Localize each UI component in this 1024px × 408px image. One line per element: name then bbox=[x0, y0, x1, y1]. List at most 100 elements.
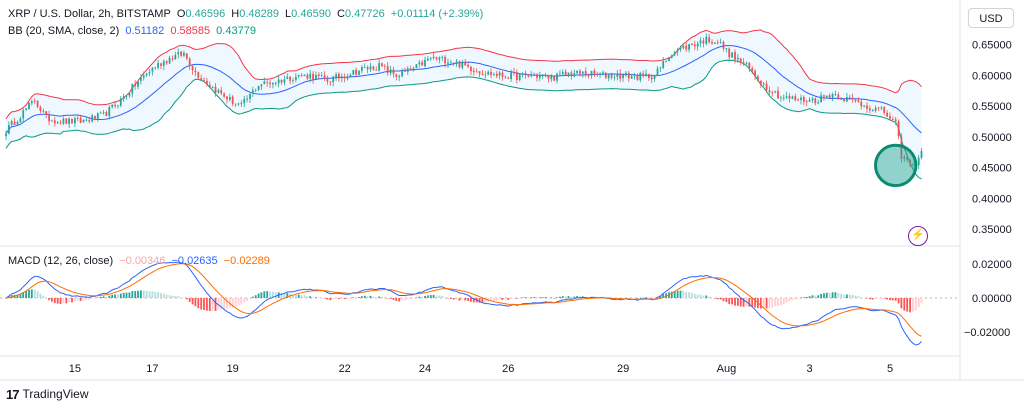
candle-body bbox=[754, 70, 756, 77]
macd-histogram-bar bbox=[728, 298, 731, 305]
candle bbox=[206, 77, 208, 87]
candle-body bbox=[536, 74, 538, 78]
bb-legend[interactable]: BB (20, SMA, close, 2) 0.51182 0.58585 0… bbox=[8, 25, 259, 37]
macd-histogram-bar bbox=[917, 298, 920, 308]
macd-histogram-bar bbox=[381, 296, 383, 298]
macd-histogram-bar bbox=[71, 298, 73, 303]
candle-body bbox=[432, 56, 435, 58]
candle bbox=[114, 100, 116, 109]
candle-body bbox=[837, 94, 840, 100]
candle-body bbox=[780, 97, 782, 99]
candle bbox=[917, 154, 920, 170]
candle-body bbox=[323, 75, 326, 79]
candle bbox=[487, 70, 490, 76]
macd-histogram-bar bbox=[300, 295, 303, 298]
macd-histogram-bar bbox=[573, 296, 576, 298]
candle-body bbox=[447, 62, 449, 64]
macd-axis[interactable]: 0.02000 0.00000 −0.02000 bbox=[964, 259, 1012, 339]
candle-body bbox=[340, 76, 343, 79]
macd-histogram-bar bbox=[903, 298, 906, 311]
candle-body bbox=[691, 43, 693, 45]
candle-body bbox=[920, 151, 923, 158]
macd-histogram-bar bbox=[200, 298, 203, 310]
candle-body bbox=[260, 84, 263, 87]
macd-histogram-bar bbox=[516, 298, 518, 299]
candle-body bbox=[168, 57, 171, 64]
candle bbox=[780, 95, 782, 102]
macd-histogram-bar bbox=[145, 290, 148, 298]
macd-histogram-bar bbox=[122, 292, 125, 298]
currency-button[interactable]: USD bbox=[968, 8, 1014, 28]
macd-histogram-bar bbox=[251, 296, 254, 298]
candle bbox=[610, 72, 613, 80]
candle-body bbox=[538, 75, 541, 78]
candle-body bbox=[481, 73, 484, 76]
bb-basis-value: 0.51182 bbox=[125, 25, 165, 37]
candle bbox=[134, 80, 137, 90]
candle bbox=[455, 59, 458, 67]
candle bbox=[533, 72, 535, 76]
candle-body bbox=[866, 105, 868, 109]
candle-body bbox=[154, 67, 157, 69]
macd-histogram-bar bbox=[229, 298, 231, 308]
candle bbox=[292, 77, 294, 84]
candle-body bbox=[108, 107, 111, 117]
macd-histogram-bar bbox=[257, 293, 260, 298]
candle-body bbox=[452, 62, 455, 64]
candle-body bbox=[165, 61, 168, 64]
macd-histogram-bar bbox=[909, 298, 911, 313]
candle bbox=[642, 70, 644, 79]
candle-body bbox=[768, 90, 771, 93]
candle bbox=[840, 97, 843, 100]
candle-body bbox=[576, 70, 578, 74]
candle-body bbox=[435, 57, 438, 60]
candle bbox=[665, 60, 667, 63]
macd-histogram-bar bbox=[636, 298, 639, 299]
candle bbox=[91, 113, 93, 123]
candle-body bbox=[251, 90, 254, 94]
candle-body bbox=[71, 118, 73, 124]
macd-histogram-bar bbox=[85, 298, 88, 300]
candle-body bbox=[455, 61, 458, 64]
candle-body bbox=[254, 90, 257, 92]
macd-histogram-bar bbox=[369, 295, 372, 298]
candle-body bbox=[231, 96, 234, 104]
candle bbox=[725, 47, 728, 53]
macd-histogram-bar bbox=[846, 294, 848, 298]
macd-histogram-bar bbox=[185, 298, 188, 300]
candle-body bbox=[507, 77, 510, 79]
lightning-icon[interactable]: ⚡ bbox=[908, 226, 928, 246]
candle bbox=[398, 74, 401, 82]
candle-body bbox=[283, 79, 286, 83]
candle bbox=[584, 67, 587, 78]
macd-histogram-bar bbox=[472, 298, 475, 303]
candle-body bbox=[148, 72, 151, 74]
macd-histogram-bar bbox=[28, 290, 30, 298]
candle-body bbox=[111, 104, 114, 107]
candle-body bbox=[645, 73, 647, 75]
time-axis[interactable]: 15 17 19 22 24 26 29 Aug 3 5 bbox=[69, 363, 893, 375]
candle-body bbox=[673, 52, 676, 55]
candle-body bbox=[409, 68, 412, 70]
candle bbox=[547, 74, 550, 83]
candle-body bbox=[564, 71, 567, 75]
candle bbox=[108, 105, 111, 120]
candle bbox=[475, 68, 478, 73]
macd-legend[interactable]: MACD (12, 26, close) −0.00346 −0.02635 −… bbox=[8, 255, 273, 267]
candle-body bbox=[162, 61, 165, 66]
candle bbox=[303, 74, 306, 77]
macd-histogram-bar bbox=[831, 292, 834, 298]
macd-histogram-bar bbox=[725, 298, 728, 302]
macd-histogram-bar bbox=[220, 298, 223, 310]
price-axis[interactable]: 0.700000.650000.600000.550000.500000.450… bbox=[972, 9, 1012, 236]
candle bbox=[602, 70, 604, 76]
candle-body bbox=[685, 45, 688, 50]
candle bbox=[470, 65, 472, 76]
candle-body bbox=[886, 112, 888, 117]
macd-histogram-bar bbox=[673, 291, 676, 298]
candle bbox=[30, 99, 33, 106]
candle-body bbox=[171, 58, 174, 60]
candle bbox=[154, 66, 157, 70]
candle bbox=[851, 93, 854, 103]
